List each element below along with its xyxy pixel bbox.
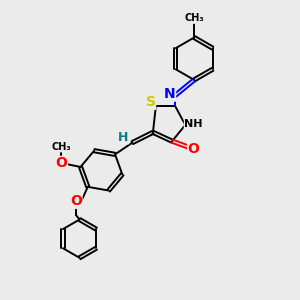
Text: S: S [146,95,156,109]
Text: CH₃: CH₃ [52,142,71,152]
Text: CH₃: CH₃ [184,14,204,23]
Text: O: O [188,142,200,156]
Text: N: N [164,87,176,101]
Text: NH: NH [184,119,203,129]
Text: O: O [70,194,82,208]
Text: O: O [56,156,67,170]
Text: H: H [118,131,129,144]
